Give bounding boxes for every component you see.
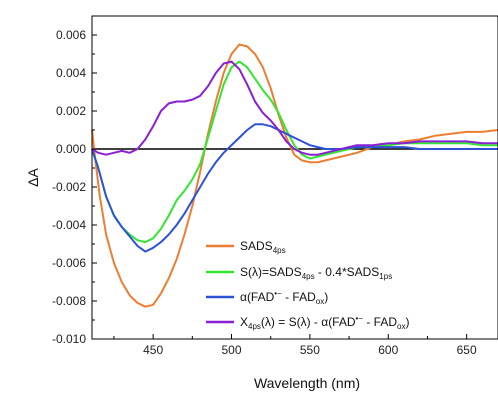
y-tick-label: -0.008: [52, 294, 86, 308]
y-tick-label: -0.006: [52, 256, 86, 270]
series-line-4: [91, 60, 498, 156]
x-tick-label: 450: [143, 343, 163, 357]
legend-label-3: α(FAD•− - FADox): [240, 289, 328, 306]
legend-label-1: SADS4ps: [240, 239, 286, 255]
legend-label-4: X4ps(λ) = S(λ) - α(FAD•− - FADox): [240, 314, 409, 331]
x-tick-label: 600: [378, 343, 398, 357]
y-tick-label: -0.004: [52, 218, 86, 232]
y-tick-label: 0.004: [56, 66, 86, 80]
x-tick-label: 550: [300, 343, 320, 357]
x-tick-label: 500: [221, 343, 241, 357]
y-axis-title: ΔA: [25, 168, 41, 187]
plot-frame: [91, 15, 498, 340]
y-tick-label: 0.002: [56, 104, 86, 118]
y-tick-label: -0.010: [52, 332, 86, 346]
legend-label-2: S(λ)=SADS4ps - 0.4*SADS1ps: [240, 265, 392, 281]
legend: SADS4ps S(λ)=SADS4ps - 0.4*SADS1ps α(FAD•−…: [206, 239, 409, 331]
series-line-2: [91, 60, 498, 244]
y-tick-label: 0.006: [56, 28, 86, 42]
x-tick-label: 650: [457, 343, 477, 357]
series-line-3: [91, 123, 498, 253]
x-axis-title: Wavelength (nm): [254, 375, 360, 391]
y-tick-label: 0.000: [56, 142, 86, 156]
y-tick-label: -0.002: [52, 180, 86, 194]
